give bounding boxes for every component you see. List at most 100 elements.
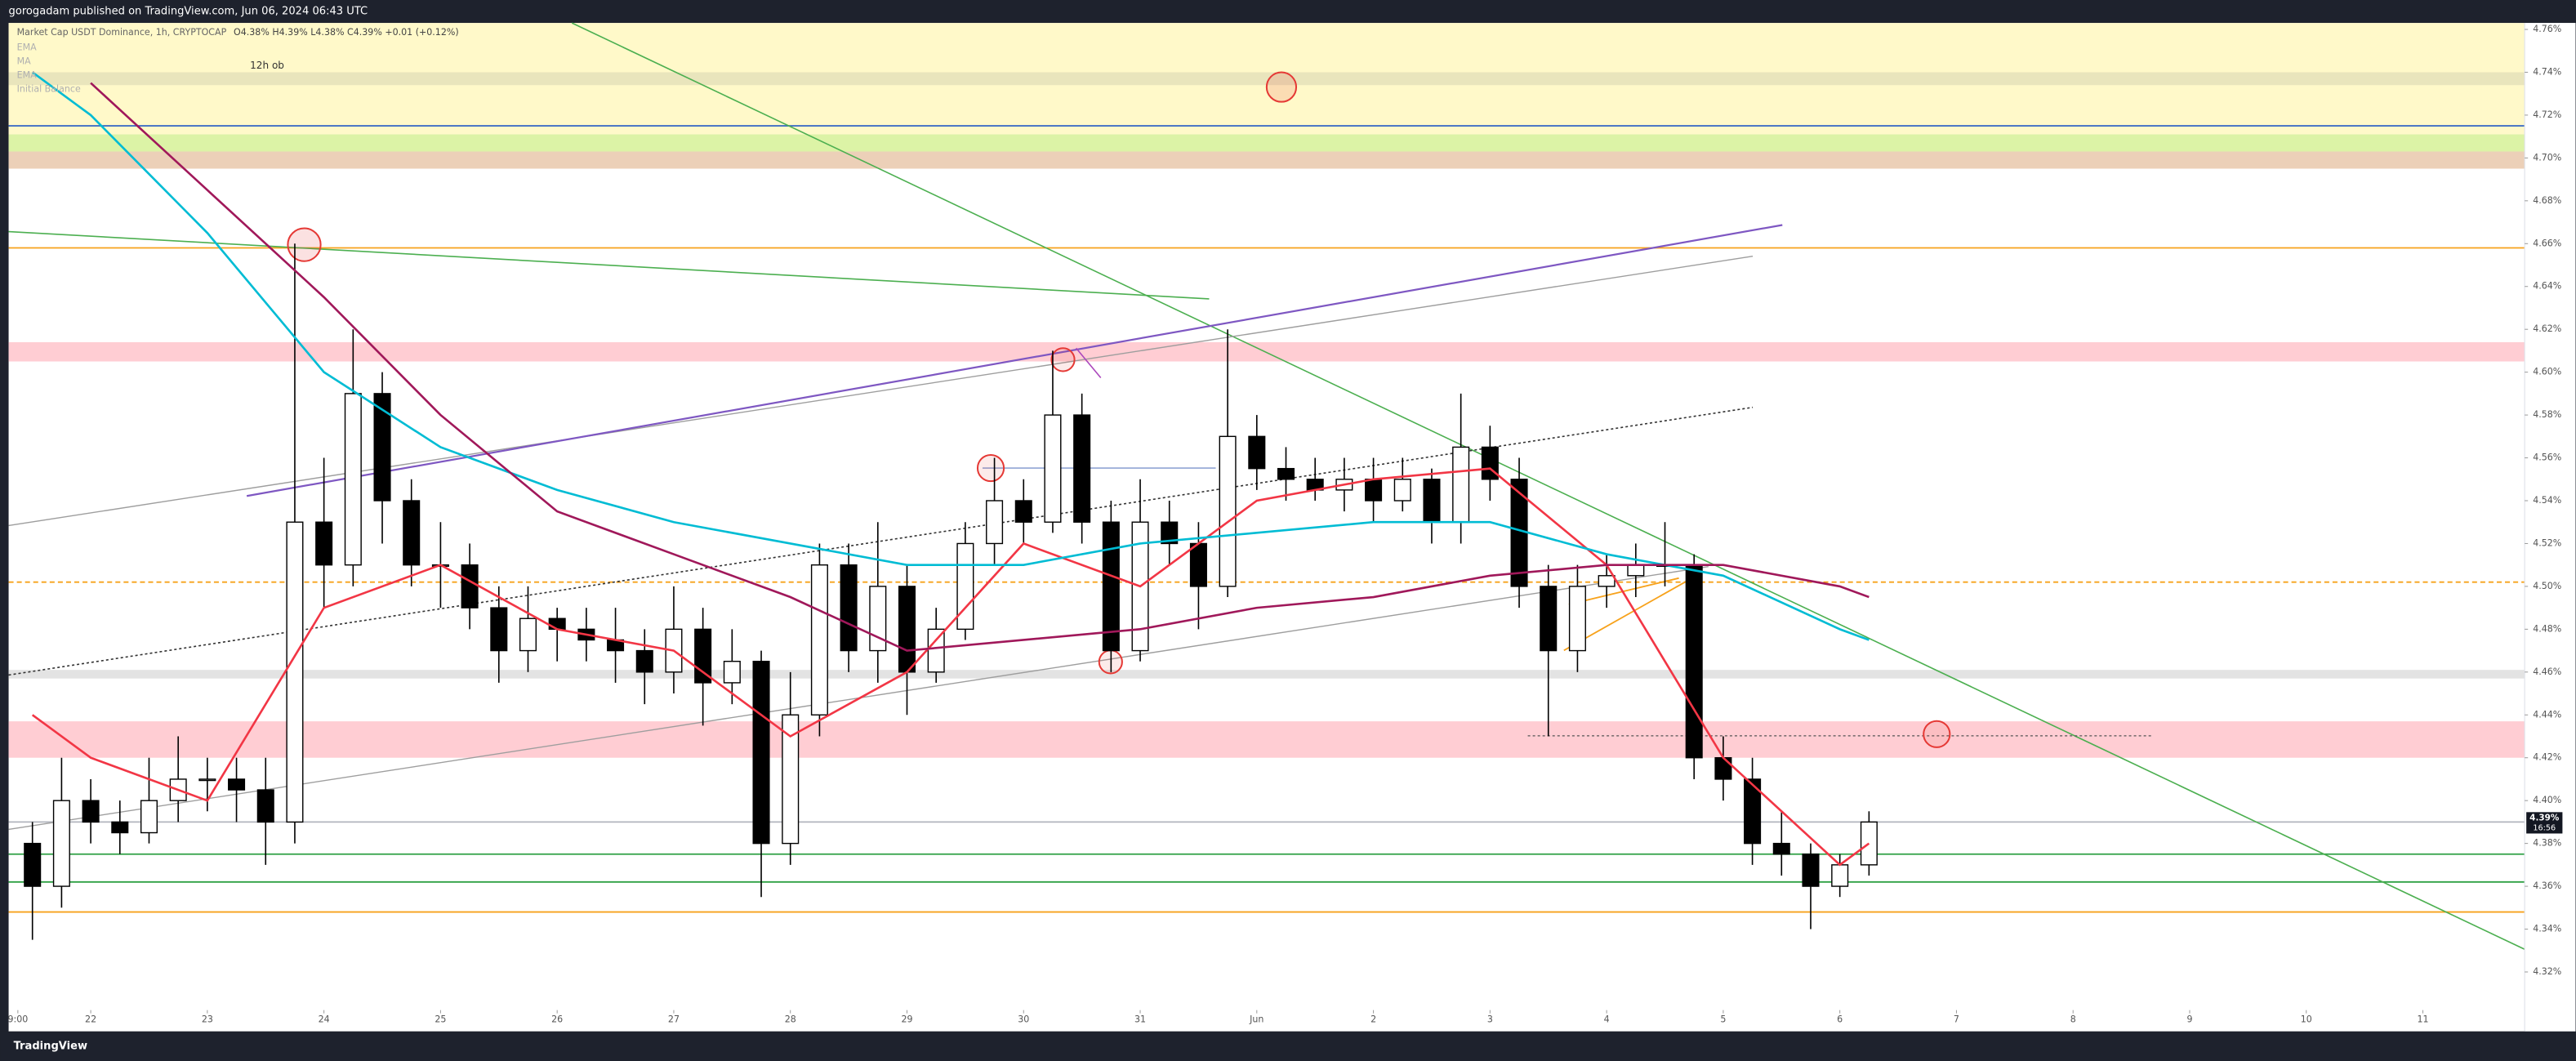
y-tick-label: 4.60%	[2533, 367, 2561, 377]
levels	[8, 125, 2525, 913]
candle-body	[286, 521, 304, 823]
candle-body	[1540, 586, 1558, 652]
candle-body	[635, 649, 653, 673]
candle-body	[1014, 500, 1032, 523]
candle-body	[1598, 575, 1616, 587]
price-tag	[2526, 812, 2563, 834]
x-tick-label: 27	[668, 1014, 680, 1025]
candle-body	[1423, 479, 1441, 523]
y-tick-label: 4.46%	[2533, 666, 2561, 677]
x-tick-label: 5	[1720, 1014, 1726, 1025]
triangle-line	[1568, 577, 1679, 605]
x-tick-label: 8	[2070, 1014, 2076, 1025]
y-tick-label: 4.76%	[2533, 24, 2561, 34]
candle-body	[315, 521, 333, 566]
trend-line	[571, 22, 2525, 950]
header: gorogadam published on TradingView.com, …	[9, 6, 368, 18]
zone	[8, 341, 2525, 362]
candle-body	[1744, 778, 1762, 845]
candle-body	[256, 789, 274, 823]
y-tick-label: 4.74%	[2533, 66, 2561, 77]
trend-line	[8, 230, 1210, 300]
x-tick-label: 23	[202, 1014, 213, 1025]
candle-body	[840, 564, 858, 652]
footer-bar	[0, 1031, 2576, 1061]
candle-body	[1365, 479, 1383, 502]
candle-body	[782, 714, 800, 845]
axes: 4.76% 4.74% 4.72% 4.70% 4.68% 4.66% 4.64% 4.62%…	[7, 24, 2563, 1025]
candle-body	[228, 778, 246, 791]
legend-ohlc: O4.38% H4.39% L4.38% C4.39% +0.01 (+0.12…	[234, 27, 459, 38]
candle-body	[1248, 435, 1266, 470]
y-tick-label: 4.38%	[2533, 838, 2561, 849]
zone	[8, 721, 2525, 758]
x-tick-label: 29	[901, 1014, 912, 1025]
x-tick-label: 28	[785, 1014, 796, 1025]
candle-body	[810, 564, 828, 716]
x-tick-label: 2	[1370, 1014, 1376, 1025]
candle-body	[694, 628, 712, 684]
y-tick-label: 4.32%	[2533, 966, 2561, 977]
indicator-label: Initial Balance	[17, 84, 81, 95]
y-tick-label: 4.70%	[2533, 152, 2561, 163]
y-tick-label: 4.72%	[2533, 109, 2561, 120]
y-tick-label: 4.42%	[2533, 752, 2561, 763]
x-tick-label: 31	[1134, 1014, 1146, 1025]
candle-body	[1714, 757, 1732, 780]
candle-body	[52, 800, 70, 887]
y-tick-label: 4.58%	[2533, 409, 2561, 420]
candle-body	[519, 617, 537, 652]
zone	[8, 134, 2525, 152]
y-tick-label: 4.48%	[2533, 623, 2561, 634]
candle-body	[1393, 479, 1411, 502]
x-tick-label: 6	[1837, 1014, 1843, 1025]
indicator-line	[31, 71, 1870, 641]
candle-body	[548, 617, 566, 631]
candle-body	[927, 628, 945, 673]
marker-circle	[287, 227, 322, 262]
candle-body	[24, 842, 42, 887]
candle-body	[1772, 842, 1790, 855]
x-tick-label: 25	[435, 1014, 446, 1025]
zone	[8, 72, 2525, 86]
x-tick-label: 24	[319, 1014, 330, 1025]
y-tick-label: 4.36%	[2533, 880, 2561, 891]
candles	[24, 243, 1878, 940]
y-tick-label: 4.66%	[2533, 238, 2561, 248]
candle-body	[373, 393, 391, 502]
marker-circle	[1265, 71, 1298, 103]
candle-body	[1627, 564, 1645, 577]
candle-body	[1802, 854, 1820, 887]
zone-label: 12h ob	[250, 60, 284, 71]
candle-body	[1685, 564, 1703, 759]
x-tick-label: 9	[2186, 1014, 2192, 1025]
trend-line	[246, 224, 1783, 497]
legend-title: Market Cap USDT Dominance, 1h, CRYPTOCAP	[17, 27, 227, 38]
candle-body	[752, 660, 770, 845]
candle-body	[198, 778, 216, 782]
x-tick-label: 22	[85, 1014, 96, 1025]
candle-body	[1277, 467, 1295, 480]
candle-body	[956, 542, 974, 631]
indicators	[31, 71, 1870, 867]
y-tick-label: 4.56%	[2533, 452, 2561, 463]
footer: TradingView	[14, 1040, 88, 1052]
candle-body	[1219, 435, 1237, 587]
indicator-label: MA	[17, 56, 32, 66]
x-tick-label: 11	[2418, 1014, 2429, 1025]
y-tick-label: 4.62%	[2533, 323, 2561, 334]
indicator-line	[90, 82, 1870, 652]
marker-circle	[1923, 720, 1951, 748]
candle-body	[1568, 586, 1586, 652]
x-tick-label: 4	[1604, 1014, 1610, 1025]
plot-background	[8, 23, 2576, 1032]
y-tick-label: 4.68%	[2533, 195, 2561, 206]
candle-body	[1189, 542, 1207, 587]
y-tick-label: 4.52%	[2533, 537, 2561, 548]
x-tick-label: 10	[2301, 1014, 2312, 1025]
candle-body	[986, 500, 1004, 545]
price-tag-countdown: 16:56	[2533, 823, 2556, 832]
candle-body	[898, 586, 916, 673]
